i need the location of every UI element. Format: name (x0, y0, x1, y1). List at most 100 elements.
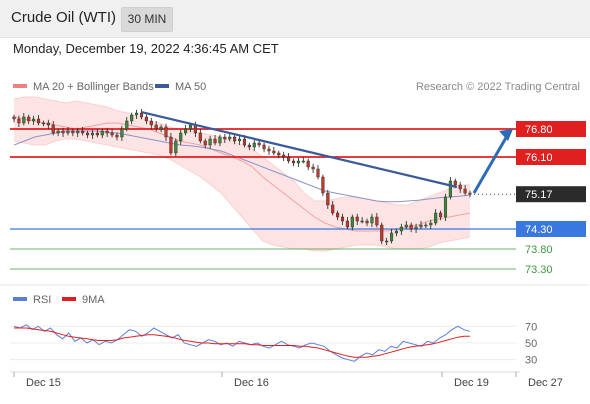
candle-down (154, 124, 158, 130)
candle-up (174, 140, 178, 154)
candle-up (404, 224, 408, 228)
candle-down (257, 142, 261, 146)
candle-up (56, 130, 60, 134)
candle-up (120, 128, 124, 138)
candle-down (12, 116, 16, 120)
ma9-legend-swatch (62, 297, 76, 301)
candle-down (164, 126, 168, 138)
rsi-legend-label: RSI (33, 294, 51, 306)
rsi-tick-label: 50 (525, 338, 537, 350)
candle-down (110, 132, 114, 136)
candle-down (51, 124, 55, 134)
candle-up (135, 112, 139, 116)
candle-down (144, 116, 148, 122)
candle-down (233, 136, 237, 142)
candle-down (458, 184, 462, 190)
candle-down (311, 166, 315, 170)
rsi-ma9-line (14, 327, 470, 358)
candle-up (76, 130, 80, 134)
candle-up (41, 122, 45, 125)
level-label-73-30: 73.30 (525, 264, 553, 276)
candle-up (90, 132, 94, 136)
rsi-line (13, 324, 471, 362)
forecast-arrow-shaft (472, 135, 509, 194)
candle-down (203, 140, 207, 146)
candle-down (46, 122, 50, 126)
candle-down (331, 204, 335, 214)
candle-down (316, 168, 320, 178)
candle-down (340, 216, 345, 222)
candle-down (355, 216, 359, 222)
candle-down (262, 144, 266, 150)
x-tick-label: Dec 16 (234, 377, 269, 389)
candle-down (139, 112, 144, 118)
candle-down (336, 212, 340, 218)
bollinger-lower-line (13, 138, 471, 252)
ma50-legend-swatch (155, 84, 169, 88)
bollinger-legend-label: MA 20 + Bollinger Bands (33, 81, 154, 93)
candle-down (198, 132, 202, 142)
bollinger-legend-swatch (13, 84, 27, 88)
current-price-badge (516, 186, 586, 203)
candle-up (188, 124, 193, 130)
candle-up (385, 240, 389, 243)
candle-down (267, 148, 271, 152)
candle-down (282, 154, 286, 158)
candle-up (434, 212, 438, 224)
candle-down (453, 180, 457, 186)
candle-down (439, 212, 443, 218)
candle-up (208, 138, 212, 146)
candle-up (399, 226, 403, 232)
rsi-tick-label: 70 (525, 321, 537, 333)
candle-down (345, 220, 349, 228)
level-label-74-30: 74.30 (525, 224, 553, 236)
level-label-73-80: 73.80 (525, 244, 553, 256)
bollinger-middle-line (13, 116, 471, 232)
candle-up (237, 138, 242, 142)
candle-down (463, 188, 467, 194)
candle-up (394, 230, 399, 234)
x-tick-label: Dec 27 (528, 377, 563, 389)
candle-down (17, 118, 21, 124)
level-badge-74-30 (516, 221, 586, 237)
candle-down (169, 136, 173, 154)
candle-up (22, 116, 26, 124)
candle-down (247, 144, 251, 148)
candle-up (66, 130, 70, 134)
candle-down (409, 224, 413, 230)
instrument-title: Crude Oil (WTI) (11, 9, 116, 26)
candle-down (272, 150, 276, 154)
candle-down (81, 130, 85, 134)
candle-up (429, 222, 433, 226)
candle-down (365, 220, 369, 224)
candle-up (414, 226, 418, 230)
current-price-label: 75.17 (525, 189, 553, 201)
candle-up (350, 216, 354, 228)
ma9-legend-label: 9MA (82, 294, 105, 306)
level-label-76-10: 76.10 (525, 152, 553, 164)
level-badge-76-10 (516, 149, 586, 165)
price-chart: MA 20 + Bollinger Bands MA 50 Research ©… (0, 81, 589, 389)
candle-up (301, 160, 305, 163)
candle-down (287, 156, 291, 162)
rsi-tick-label: 30 (525, 355, 537, 367)
candle-up (448, 180, 452, 198)
x-tick-label: Dec 19 (454, 377, 489, 389)
ma50-line (13, 130, 471, 203)
level-badge-76-80 (516, 121, 586, 137)
candle-down (242, 138, 246, 146)
candle-down (115, 134, 119, 138)
candle-down (95, 132, 99, 136)
timeframe-button[interactable]: 30 MIN (121, 7, 173, 32)
candle-up (125, 120, 129, 130)
candle-up (360, 220, 364, 223)
candle-down (223, 136, 227, 140)
candle-up (390, 232, 394, 242)
candle-up (296, 160, 300, 164)
candle-up (419, 224, 423, 228)
candle-down (468, 192, 472, 195)
chart-area: MA 20 + Bollinger Bands MA 50 Research ©… (0, 66, 589, 399)
candle-up (100, 130, 104, 136)
candle-up (370, 216, 374, 224)
candle-down (36, 118, 41, 124)
